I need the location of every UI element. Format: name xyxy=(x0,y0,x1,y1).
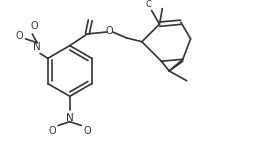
Text: O: O xyxy=(16,31,23,41)
Text: N: N xyxy=(66,113,74,123)
Text: O: O xyxy=(84,126,91,136)
Text: O: O xyxy=(30,21,38,31)
Text: O: O xyxy=(106,26,113,36)
Text: C: C xyxy=(146,0,152,9)
Text: O: O xyxy=(48,126,56,136)
Text: N: N xyxy=(33,42,41,52)
